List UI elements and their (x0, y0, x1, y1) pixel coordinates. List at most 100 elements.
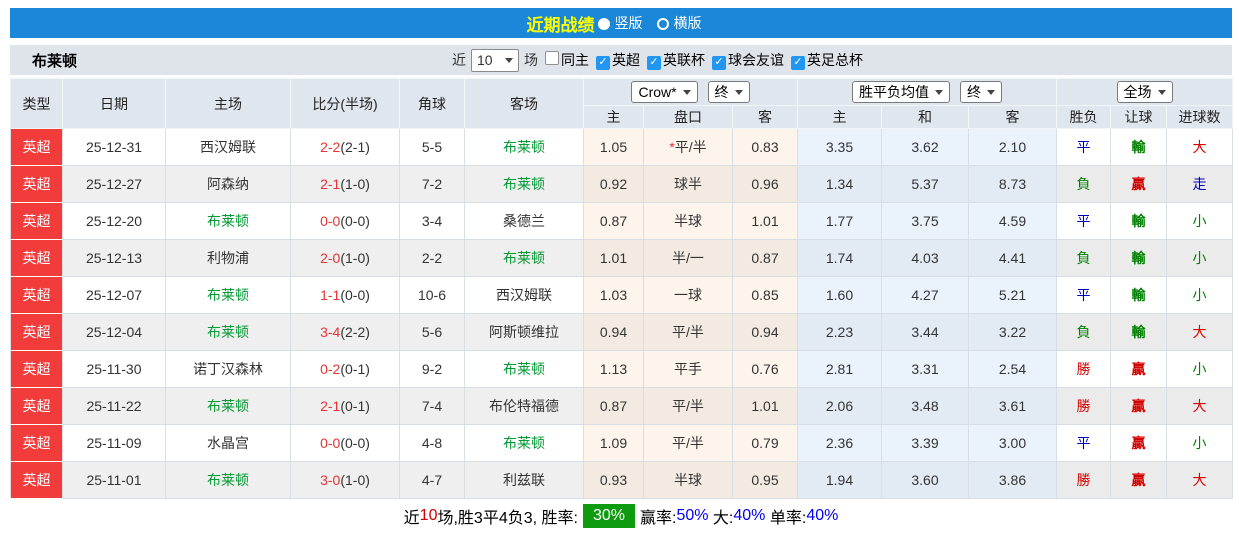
odds-away: 0.85 (732, 276, 798, 314)
summary-segment-9: 单率: (765, 509, 807, 527)
recent-count-value: 10 (477, 52, 493, 68)
filter-checkbox-label-1[interactable]: 同主 (561, 52, 589, 68)
home-team: 水晶宫 (165, 424, 291, 462)
layout-radio-1[interactable] (597, 17, 610, 30)
layout-radio-2[interactable] (656, 17, 669, 30)
subheader-result-goals: 进球数 (1166, 105, 1233, 129)
avg-home-odds: 1.94 (797, 461, 882, 499)
match-date: 25-12-07 (62, 276, 166, 314)
result-handicap: 贏 (1110, 350, 1167, 388)
away-team: 布伦特福德 (464, 387, 584, 425)
odds-home: 0.94 (583, 313, 644, 351)
odds-home: 1.01 (583, 239, 644, 277)
away-team: 布莱顿 (464, 239, 584, 277)
avg-away-odds: 5.21 (968, 276, 1057, 314)
filter-checkbox-5[interactable]: ✓ (791, 55, 805, 70)
score-cell: 0-2(0-1) (290, 350, 400, 388)
filter-checkbox-label-2[interactable]: 英超 (612, 52, 640, 68)
average-odds-select[interactable]: 胜平负均值 (852, 81, 951, 103)
result-handicap: 輸 (1110, 313, 1167, 351)
corners: 9-2 (399, 350, 465, 388)
type-badge: 英超 (10, 350, 63, 388)
result-handicap: 輸 (1110, 239, 1167, 277)
match-date: 25-12-27 (62, 165, 166, 203)
home-team: 阿森纳 (165, 165, 291, 203)
odds-home: 0.93 (583, 461, 644, 499)
period-select[interactable]: 全场 (1116, 81, 1173, 103)
away-team: 布莱顿 (464, 424, 584, 462)
half-time-score: (0-1) (340, 398, 370, 414)
half-time-score: (0-0) (340, 287, 370, 303)
corners: 4-7 (399, 461, 465, 499)
type-badge: 英超 (10, 276, 63, 314)
away-team: 阿斯顿维拉 (464, 313, 584, 351)
corners: 4-8 (399, 424, 465, 462)
result-handicap: 贏 (1110, 461, 1167, 499)
type-badge: 英超 (10, 424, 63, 462)
layout-radio-label-1[interactable]: 竖版 (614, 15, 643, 31)
match-date: 25-11-22 (62, 387, 166, 425)
filter-checkbox-label-4[interactable]: 球会友谊 (728, 52, 784, 68)
recent-count-select[interactable]: 10 (471, 48, 519, 72)
result-handicap: 贏 (1110, 424, 1167, 462)
handicap: 半/一 (643, 239, 733, 277)
away-team: 布莱顿 (464, 350, 584, 388)
avg-away-odds: 3.00 (968, 424, 1057, 462)
subheader-odds-home: 主 (583, 105, 644, 129)
summary-segment-10: 40% (806, 506, 839, 524)
type-badge: 英超 (10, 387, 63, 425)
odds-away: 0.94 (732, 313, 798, 351)
panel-header: 近期战绩 竖版 横版 (10, 8, 1232, 38)
full-time-score: 0-0 (320, 435, 341, 451)
avg-draw-odds: 3.60 (881, 461, 969, 499)
filter-checkbox-3[interactable]: ✓ (647, 55, 661, 70)
score-cell: 2-2(2-1) (290, 128, 400, 166)
filter-checkbox-2[interactable]: ✓ (596, 55, 610, 70)
average-odds-select-value: 胜平负均值 (859, 84, 930, 100)
avg-draw-odds: 3.39 (881, 424, 969, 462)
filter-checkbox-label-5[interactable]: 英足总杯 (807, 52, 863, 68)
full-time-score: 2-2 (320, 139, 341, 155)
col-header-type: 类型 (10, 78, 63, 129)
type-badge: 英超 (10, 239, 63, 277)
bookmaker-select[interactable]: Crow* (631, 81, 698, 103)
avg-draw-odds: 3.75 (881, 202, 969, 240)
away-team: 桑德兰 (464, 202, 584, 240)
avg-away-odds: 3.86 (968, 461, 1057, 499)
handicap-time-select[interactable]: 终 (707, 81, 750, 103)
filter-checkbox-label-3[interactable]: 英联杯 (663, 52, 705, 68)
full-time-score: 2-1 (320, 398, 341, 414)
corners: 10-6 (399, 276, 465, 314)
subheader-result-wdl: 胜负 (1056, 105, 1111, 129)
full-time-score: 3-0 (320, 472, 341, 488)
filter-checkbox-1[interactable] (545, 51, 559, 65)
recent-label: 近 (452, 52, 466, 68)
full-time-score: 3-4 (320, 324, 341, 340)
half-time-score: (0-1) (340, 361, 370, 377)
type-badge: 英超 (10, 165, 63, 203)
full-time-score: 2-1 (320, 176, 341, 192)
score-cell: 0-0(0-0) (290, 424, 400, 462)
summary-segment-2: 10 (419, 506, 438, 524)
match-row: 英超 25-12-13 利物浦 2-0(1-0) 2-2 布莱顿 1.01 半/一 0.87 1.… (10, 239, 1233, 277)
filter-controls: 近 10 场 同主 ✓ 英超 ✓ 英联杯 ✓ 球会友谊 ✓ 英足总杯 (452, 48, 863, 72)
result-handicap: 贏 (1110, 387, 1167, 425)
type-badge: 英超 (10, 461, 63, 499)
col-header-home: 主场 (165, 78, 291, 129)
odds-away: 1.01 (732, 387, 798, 425)
win-rate-badge: 30% (582, 503, 635, 528)
layout-radio-label-2[interactable]: 横版 (673, 15, 702, 31)
chevron-down-icon (1157, 89, 1166, 95)
match-row: 英超 25-11-09 水晶宫 0-0(0-0) 4-8 布莱顿 1.09 平/半 0.79 2.… (10, 424, 1233, 462)
result-handicap: 輸 (1110, 128, 1167, 166)
avg-away-odds: 4.41 (968, 239, 1057, 277)
filter-checkbox-4[interactable]: ✓ (712, 55, 726, 70)
home-team: 布莱顿 (165, 461, 291, 499)
chevron-down-icon (935, 89, 944, 95)
odds-away: 0.79 (732, 424, 798, 462)
results-table: 类型 日期 主场 比分(半场) 角球 客场 Crow* 终 (10, 78, 1233, 499)
average-time-select[interactable]: 终 (959, 81, 1002, 103)
type-badge: 英超 (10, 202, 63, 240)
result-wdl: 勝 (1056, 387, 1111, 425)
result-wdl: 勝 (1056, 350, 1111, 388)
